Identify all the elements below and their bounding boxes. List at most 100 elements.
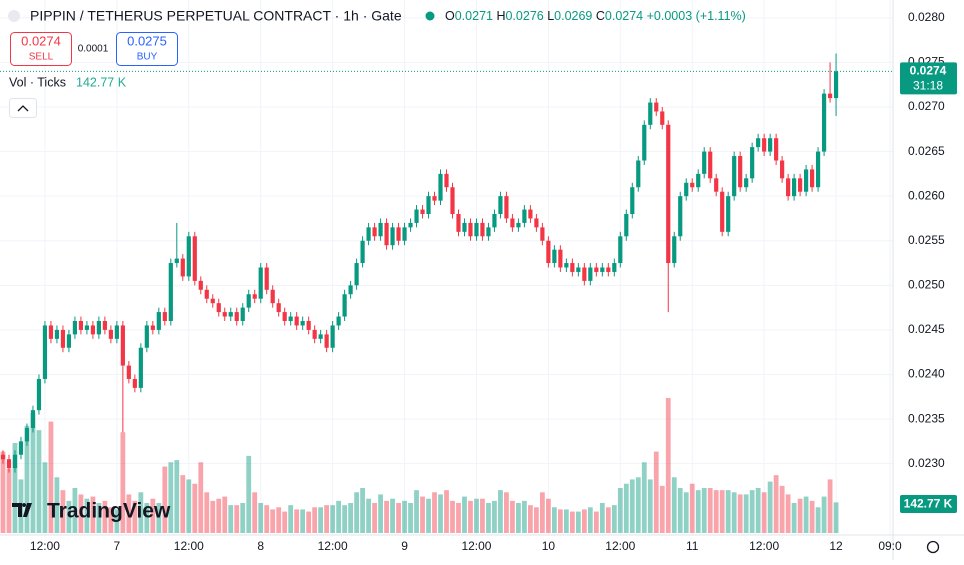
- volume-bar: [749, 490, 755, 533]
- candle-body: [636, 160, 641, 188]
- ohlc-key: C: [596, 9, 605, 23]
- candle-body: [228, 312, 233, 317]
- volume-bar: [587, 507, 593, 533]
- candle-body: [438, 173, 443, 201]
- countdown-label: 31:18: [913, 79, 943, 93]
- candle-body: [174, 258, 179, 264]
- collapse-box[interactable]: [9, 98, 37, 118]
- candle-body: [264, 267, 269, 290]
- volume-bar: [791, 503, 797, 533]
- candle-body: [192, 236, 197, 281]
- volume-bar: [563, 509, 569, 533]
- sell-label[interactable]: SELL: [29, 52, 54, 63]
- volume-bar: [725, 490, 731, 533]
- volume-bar: [516, 503, 521, 533]
- volume-bar: [827, 479, 833, 533]
- volume-bar: [186, 479, 192, 533]
- x-tick-label: 12:00: [605, 539, 635, 553]
- candle-body: [432, 196, 437, 201]
- candle-body: [648, 102, 653, 125]
- volume-bar: [504, 492, 509, 533]
- candle-body: [798, 178, 803, 192]
- x-tick-label: 7: [114, 539, 121, 553]
- volume-bar: [629, 479, 635, 533]
- candle-body: [558, 249, 563, 268]
- ohlc-legend: O0.0271 H0.0276 L0.0269 C0.0274 +0.0003 …: [445, 9, 746, 23]
- volume-bar: [611, 505, 617, 533]
- volume-bar: [318, 507, 324, 533]
- y-tick-label: 0.0255: [908, 233, 945, 247]
- candle-body: [654, 102, 659, 112]
- ohlc-key: H: [496, 9, 505, 23]
- settings-icon[interactable]: [926, 540, 940, 554]
- buy-price[interactable]: 0.0275: [127, 33, 167, 48]
- candle-body: [108, 329, 113, 339]
- volume-bar: [557, 509, 563, 533]
- sell-box[interactable]: [10, 32, 72, 66]
- volume-bar: [138, 492, 144, 533]
- candle-body: [827, 93, 833, 99]
- sell-button[interactable]: 0.0274 SELL: [10, 32, 72, 66]
- volume-bar: [683, 492, 689, 533]
- volume-bar: [336, 500, 342, 533]
- volume-bar: [599, 503, 605, 533]
- volume-bar: [174, 460, 180, 533]
- candle-body: [258, 267, 263, 299]
- symbol-icon: [8, 10, 20, 22]
- x-tick-label: 10: [542, 539, 556, 553]
- buy-label[interactable]: BUY: [137, 52, 158, 63]
- volume-bar: [108, 507, 114, 533]
- x-tick-label: 09:0: [878, 539, 902, 553]
- volume-bar: [168, 462, 174, 533]
- candle-body: [312, 329, 317, 339]
- candle-body: [744, 178, 749, 188]
- y-tick-label: 0.0280: [908, 10, 945, 24]
- volume-bar: [360, 488, 365, 533]
- candle-body: [318, 334, 323, 339]
- volume-bar: [90, 496, 96, 533]
- candle-body: [276, 303, 281, 313]
- buy-box[interactable]: [116, 32, 178, 66]
- buy-button[interactable]: 0.0275 BUY: [116, 32, 178, 66]
- candle-body: [642, 124, 647, 161]
- volume-bar: [803, 496, 809, 533]
- volume-bar: [432, 492, 437, 533]
- volume-bar: [414, 490, 419, 533]
- volume-bar: [372, 503, 377, 533]
- candle-body: [156, 312, 161, 330]
- candle-body: [180, 258, 185, 277]
- candle-body: [486, 227, 491, 237]
- volume-bar: [593, 511, 599, 533]
- candle-body: [408, 222, 413, 228]
- candle-body: [42, 325, 48, 379]
- last-price-label: 0.0274: [910, 64, 947, 78]
- candle-body: [414, 209, 419, 223]
- volume-bar: [42, 462, 48, 533]
- sell-price[interactable]: 0.0274: [21, 33, 61, 48]
- volume-bar: [24, 425, 30, 533]
- y-tick-label: 0.0245: [908, 322, 945, 336]
- candle-body: [150, 325, 155, 330]
- volume-bar: [396, 503, 401, 533]
- time-axis-panel: [0, 535, 893, 560]
- x-tick-label: 12:00: [30, 539, 60, 553]
- x-tick-label: 9: [401, 539, 408, 553]
- candle-body: [678, 196, 683, 237]
- candle-body: [450, 187, 455, 214]
- candle-body: [132, 378, 137, 388]
- candle-body: [18, 441, 24, 455]
- volume-bar: [66, 500, 72, 533]
- candle-body: [588, 267, 593, 281]
- volume-bar: [54, 477, 60, 533]
- volume-label-box: [900, 495, 957, 513]
- volume-bar: [240, 503, 246, 533]
- candle-body: [582, 267, 587, 281]
- volume-bar: [378, 494, 383, 533]
- volume-bar: [635, 477, 641, 533]
- volume-bar: [162, 466, 168, 533]
- collapse-button[interactable]: [9, 98, 37, 118]
- volume-bar: [144, 503, 150, 533]
- logo: TradingView: [12, 500, 171, 523]
- volume-bar: [420, 496, 425, 533]
- collapse-icon[interactable]: [17, 105, 29, 112]
